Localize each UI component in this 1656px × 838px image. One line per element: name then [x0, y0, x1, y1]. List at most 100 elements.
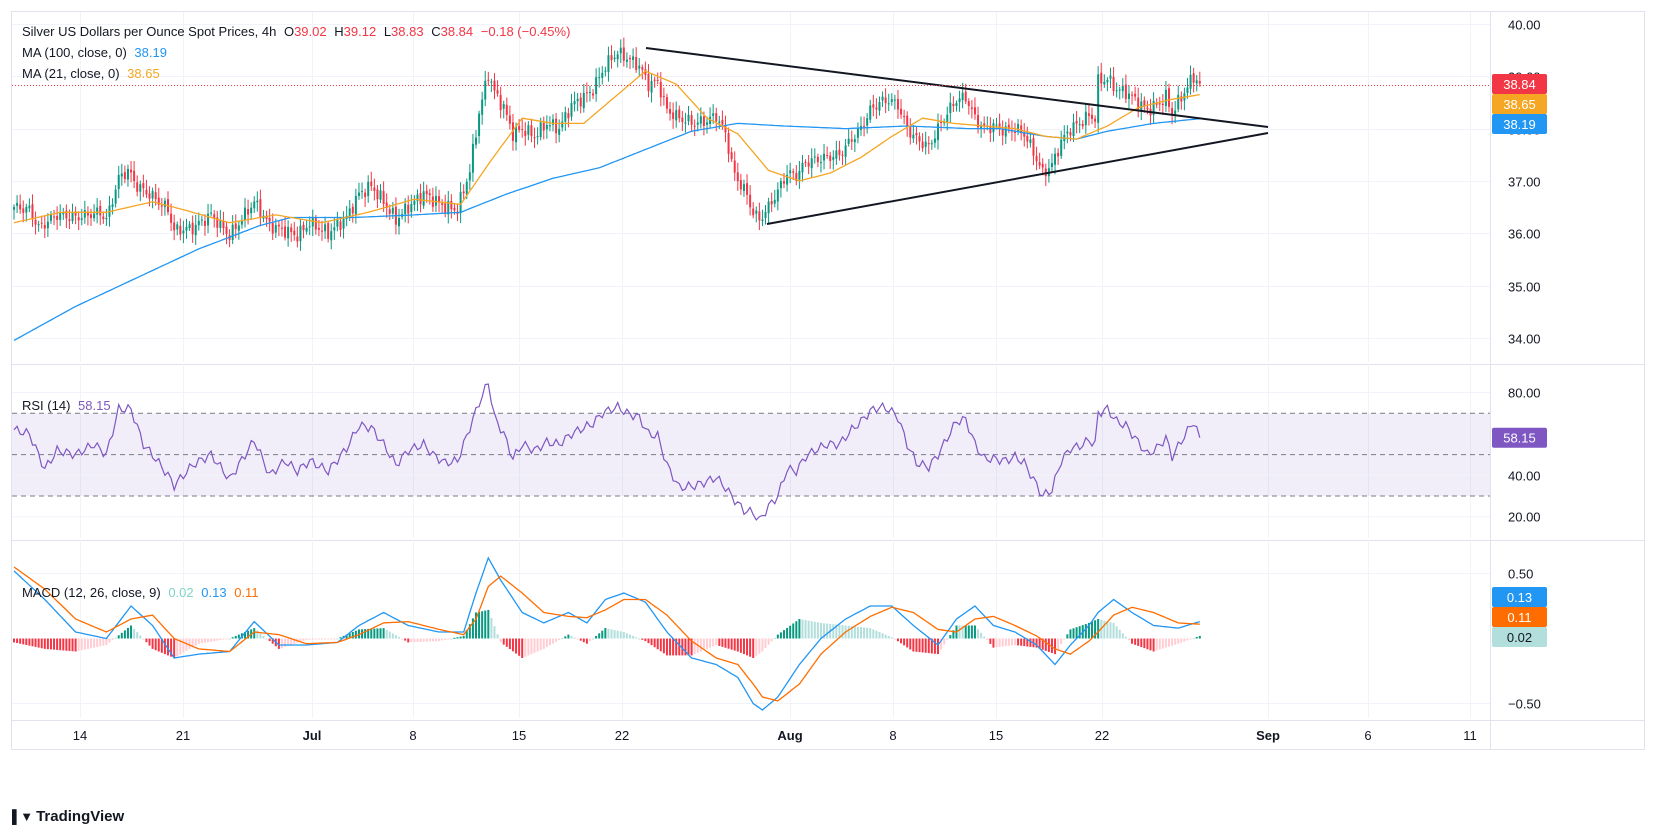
macd-hist-bar	[610, 629, 613, 639]
candle-body	[890, 99, 893, 102]
macd-hist-bar	[1131, 638, 1134, 644]
macd-hist-bar	[277, 638, 280, 649]
macd-hist-bar	[989, 638, 992, 644]
macd-hist-bar	[819, 622, 822, 639]
candle-body	[573, 101, 576, 105]
candle-body	[376, 189, 379, 200]
macd-hist-bar	[410, 638, 413, 643]
candle-body	[80, 218, 83, 220]
candle-body	[906, 115, 909, 127]
macd-hist-bar	[268, 638, 271, 642]
candle-body	[1014, 131, 1016, 133]
macd-hist-bar	[795, 621, 798, 639]
macd-hist-bar	[681, 638, 684, 656]
candle-body	[770, 201, 773, 205]
ma21-label: MA (21, close, 0)	[22, 66, 120, 81]
candle-body	[459, 192, 462, 214]
rsi-badge-label: 58.15	[1503, 431, 1536, 446]
candle-body	[746, 183, 749, 195]
candle-body	[151, 190, 154, 199]
macd-hist-bar	[1103, 620, 1106, 639]
macd-hist-bar	[967, 625, 970, 639]
macd-hist-bar	[977, 629, 980, 639]
macd-hist-bar	[521, 638, 524, 658]
candle-body	[43, 224, 46, 229]
macd-hist-bar	[964, 625, 967, 639]
x-tick-label: 15	[512, 728, 526, 743]
candle-body	[1032, 138, 1035, 156]
open-value: O39.02	[283, 24, 327, 39]
macd-hist-bar	[1017, 638, 1020, 646]
macd-hist-bar	[746, 638, 749, 656]
macd-signal-line	[13, 566, 1200, 702]
candle-body	[567, 113, 570, 119]
macd-hist-bar	[203, 638, 206, 643]
macd-hist-bar	[413, 638, 416, 643]
candle-body	[632, 56, 635, 60]
macd-hist-bar	[450, 638, 453, 640]
candle-body	[872, 104, 875, 108]
macd-hist-bar	[339, 637, 342, 639]
candle-body	[724, 125, 727, 133]
macd-hist-bar	[973, 625, 976, 639]
macd-hist-bar	[1072, 628, 1075, 639]
candle-body	[256, 200, 259, 203]
x-tick-label: Aug	[777, 728, 802, 743]
candle-body	[126, 168, 129, 180]
macd-hist-bar	[499, 638, 502, 643]
candle-body	[219, 219, 222, 228]
macd-hist-bar	[379, 628, 382, 639]
macd-hist-bar	[613, 630, 616, 639]
macd-hist-bar	[619, 631, 622, 639]
macd-hist-bar	[530, 638, 533, 655]
candle-body	[277, 224, 280, 227]
candle-body	[1066, 131, 1069, 134]
macd-hist-bar	[207, 638, 210, 643]
macd-hist-bar	[807, 620, 810, 639]
candle-body	[835, 150, 838, 159]
candle-body	[90, 214, 92, 219]
candle-body	[598, 77, 601, 79]
macd-hist-bar	[253, 628, 256, 639]
macd-hist-bar	[943, 638, 946, 645]
candle-body	[1180, 96, 1183, 102]
macd-hist-bar	[385, 629, 388, 639]
candle-body	[1174, 110, 1177, 115]
candle-body	[653, 79, 656, 81]
tradingview-brand[interactable]: ▌▼ TradingView	[12, 808, 124, 825]
macd-hist-bar	[706, 638, 708, 649]
macd-hist-bar	[1164, 638, 1167, 648]
candles	[13, 37, 1201, 251]
macd-hist-bar	[816, 622, 819, 639]
macd-hist-badge	[1492, 627, 1547, 647]
low-value: L38.83	[383, 24, 424, 39]
candle-body	[1057, 152, 1060, 157]
macd-hist-bar	[71, 638, 74, 652]
macd-hist-bar	[462, 635, 465, 639]
macd-hist-bar	[216, 638, 219, 641]
macd-hist-bar	[709, 638, 712, 648]
candle-body	[130, 169, 133, 173]
macd-hist-bar	[219, 638, 222, 641]
macd-hist-bar	[570, 636, 573, 639]
candle-body	[13, 207, 15, 210]
macd-hist-bar	[1189, 638, 1192, 640]
macd-hist-bar	[133, 628, 136, 639]
candle-body	[317, 227, 320, 230]
macd-hist-bar	[1109, 622, 1112, 639]
macd-hist-bar	[431, 638, 434, 642]
macd-line	[13, 556, 1200, 711]
candle-body	[287, 226, 290, 239]
candle-body	[539, 122, 542, 138]
macd-hist-bar	[949, 635, 952, 639]
macd-hist-bar	[28, 638, 31, 646]
candle-body	[247, 209, 250, 215]
macd-hist-bar	[496, 634, 499, 639]
macd-hist-bar	[345, 634, 348, 639]
candle-body	[1075, 120, 1078, 124]
macd-hist-bar	[1001, 638, 1004, 647]
candle-body	[998, 123, 1001, 130]
candle-body	[687, 114, 690, 122]
candle-body	[123, 172, 126, 180]
macd-hist-bar	[625, 633, 628, 639]
